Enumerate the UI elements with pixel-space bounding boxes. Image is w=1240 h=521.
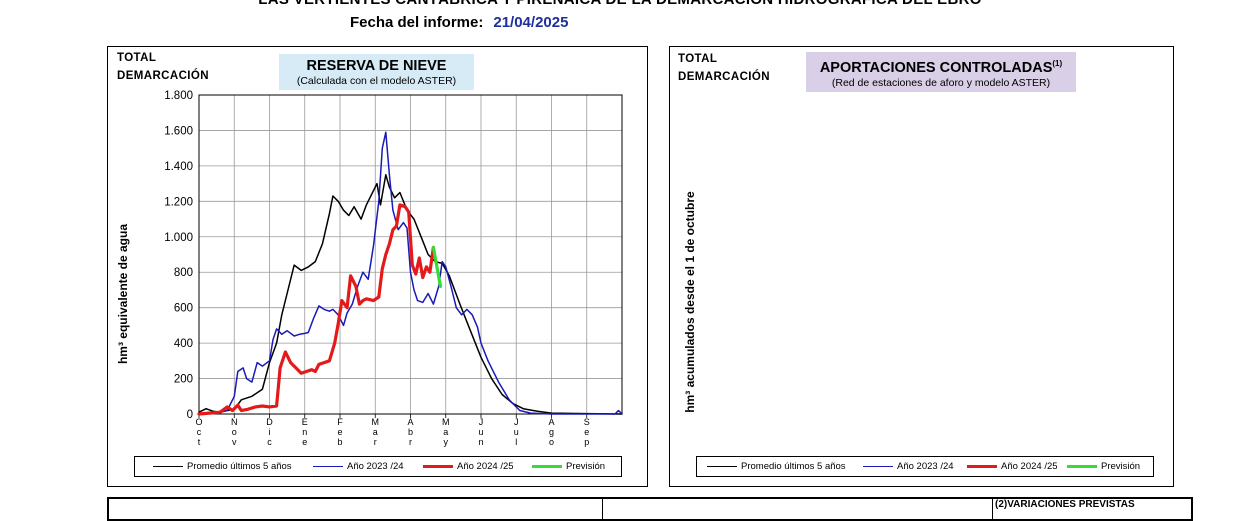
table-note: (2)VARIACIONES PREVISTAS bbox=[995, 499, 1135, 510]
legend-swatch-forecast bbox=[1067, 465, 1097, 468]
flow-chart-title: APORTACIONES CONTROLADAS(1) bbox=[819, 59, 1063, 76]
legend-swatch-2024-25 bbox=[423, 465, 453, 468]
legend-item-2024-25: Año 2024 /25 bbox=[967, 457, 1058, 476]
flow-y-axis-label: hm³ acumulados desde el 1 de octubre bbox=[683, 191, 697, 413]
flow-chart-subtitle: (Red de estaciones de aforo y modelo AST… bbox=[831, 76, 1051, 89]
legend-swatch-2024-25 bbox=[967, 465, 997, 468]
controlled-flow-panel: TOTAL DEMARCACIÓN APORTACIONES CONTROLAD… bbox=[669, 46, 1174, 487]
legend-item-forecast: Previsión bbox=[532, 457, 605, 476]
snow-legend: Promedio últimos 5 años Año 2023 /24 Año… bbox=[134, 456, 622, 477]
flow-scope-label: TOTAL DEMARCACIÓN bbox=[678, 53, 770, 83]
legend-swatch-forecast bbox=[532, 465, 562, 468]
legend-item-forecast: Previsión bbox=[1067, 457, 1140, 476]
legend-swatch-2023-24 bbox=[863, 466, 893, 467]
legend-item-avg: Promedio últimos 5 años bbox=[153, 457, 292, 476]
table-divider bbox=[602, 499, 603, 519]
legend-swatch-avg bbox=[707, 466, 737, 467]
legend-item-2024-25: Año 2024 /25 bbox=[423, 457, 514, 476]
legend-item-avg: Promedio últimos 5 años bbox=[707, 457, 846, 476]
legend-swatch-2023-24 bbox=[313, 466, 343, 467]
snow-chart-title-box: RESERVA DE NIEVE (Calculada con el model… bbox=[279, 54, 474, 90]
report-date: Fecha del informe: 21/04/2025 bbox=[350, 14, 568, 31]
flow-chart-title-box: APORTACIONES CONTROLADAS(1) (Red de esta… bbox=[806, 52, 1076, 92]
report-date-label: Fecha del informe: bbox=[350, 14, 484, 31]
report-title: LAS VERTIENTES CANTÁBRICA Y PIRENAICA DE… bbox=[0, 0, 1240, 8]
flow-legend: Promedio últimos 5 años Año 2023 /24 Año… bbox=[696, 456, 1154, 477]
legend-item-2023-24: Año 2023 /24 bbox=[313, 457, 404, 476]
legend-swatch-avg bbox=[153, 466, 183, 467]
report-date-value: 21/04/2025 bbox=[493, 14, 569, 31]
snow-y-axis-label: hm³ equivalente de agua bbox=[116, 223, 130, 365]
snow-chart-subtitle: (Calculada con el modelo ASTER) bbox=[296, 75, 457, 87]
snow-reserve-panel: TOTAL DEMARCACIÓN RESERVA DE NIEVE (Calc… bbox=[107, 46, 648, 487]
bottom-summary-table: (2)VARIACIONES PREVISTAS bbox=[107, 497, 1193, 521]
snow-chart-title: RESERVA DE NIEVE bbox=[306, 58, 447, 74]
snow-scope-label: TOTAL DEMARCACIÓN bbox=[117, 52, 209, 82]
table-divider bbox=[992, 499, 993, 519]
legend-item-2023-24: Año 2023 /24 bbox=[863, 457, 954, 476]
